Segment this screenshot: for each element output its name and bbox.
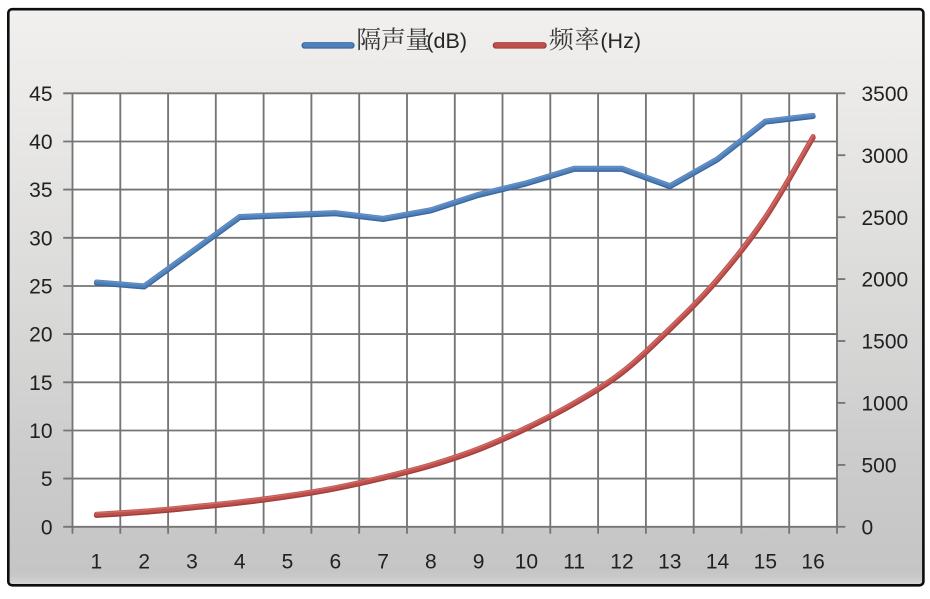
svg-text:13: 13 — [658, 550, 681, 573]
svg-text:1: 1 — [91, 550, 103, 573]
svg-text:5: 5 — [282, 550, 294, 573]
svg-text:12: 12 — [610, 550, 633, 573]
svg-text:5: 5 — [41, 468, 53, 491]
svg-text:1500: 1500 — [862, 331, 909, 354]
svg-text:11: 11 — [563, 550, 585, 573]
svg-text:35: 35 — [29, 179, 52, 202]
svg-text:(dB): (dB) — [426, 29, 467, 53]
svg-text:3000: 3000 — [862, 145, 909, 168]
svg-text:40: 40 — [29, 131, 52, 154]
svg-text:4: 4 — [234, 550, 246, 573]
svg-text:25: 25 — [29, 276, 52, 299]
svg-text:20: 20 — [29, 324, 52, 347]
svg-text:2: 2 — [138, 550, 150, 573]
svg-text:15: 15 — [754, 550, 777, 573]
svg-text:45: 45 — [29, 83, 52, 106]
svg-text:2500: 2500 — [862, 207, 909, 230]
svg-text:1000: 1000 — [862, 393, 909, 416]
svg-text:7: 7 — [377, 550, 389, 573]
svg-text:3: 3 — [186, 550, 198, 573]
svg-text:10: 10 — [515, 550, 538, 573]
svg-text:16: 16 — [801, 550, 824, 573]
svg-text:15: 15 — [29, 372, 52, 395]
svg-text:30: 30 — [29, 227, 52, 250]
svg-text:8: 8 — [425, 550, 437, 573]
svg-text:0: 0 — [862, 516, 874, 539]
svg-text:2000: 2000 — [862, 269, 909, 292]
svg-text:6: 6 — [329, 550, 341, 573]
svg-text:500: 500 — [862, 454, 897, 477]
svg-text:9: 9 — [473, 550, 485, 573]
svg-text:14: 14 — [706, 550, 730, 573]
svg-text:(Hz): (Hz) — [600, 29, 641, 53]
svg-text:10: 10 — [29, 420, 52, 443]
svg-text:3500: 3500 — [862, 83, 909, 106]
svg-text:0: 0 — [41, 516, 53, 539]
